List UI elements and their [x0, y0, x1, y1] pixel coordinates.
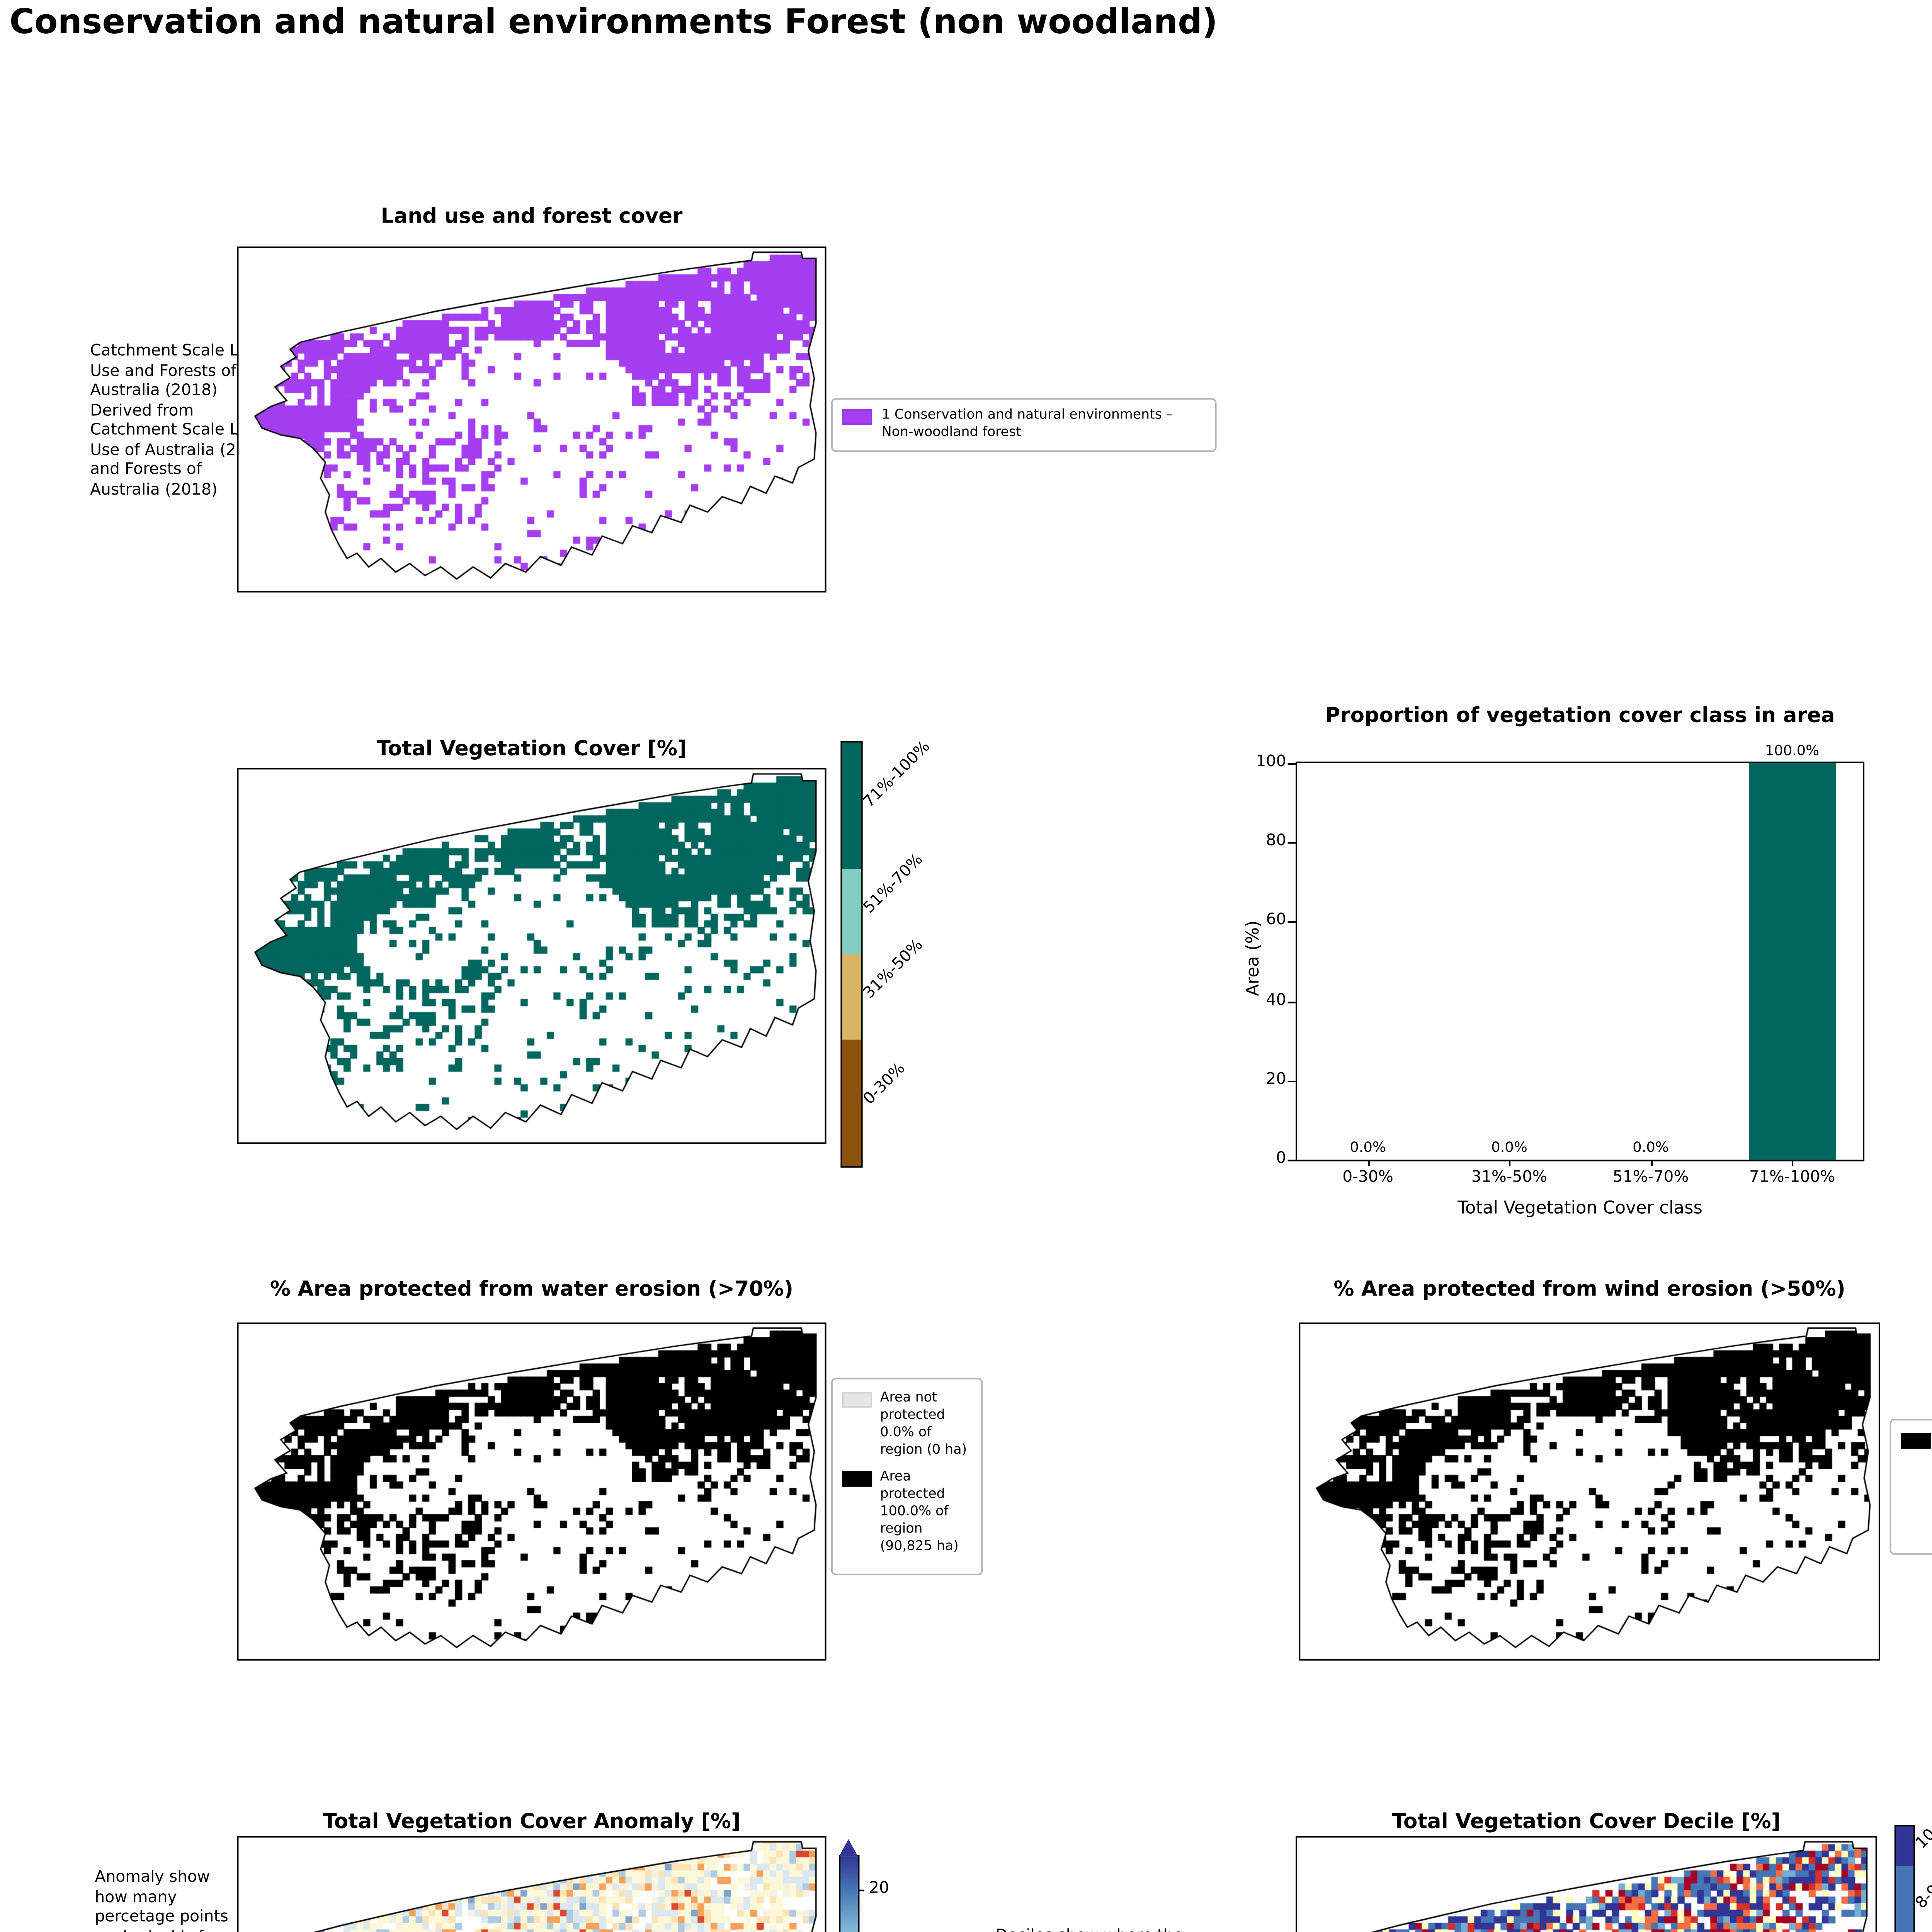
x-axis-tick-label: 51%-70% — [1612, 1169, 1689, 1187]
water-erosion-legend: Area not protected 0.0% of region (0 ha)… — [831, 1378, 983, 1576]
decile-map-canvas — [1297, 1837, 1876, 1932]
bar-value-label: 0.0% — [1350, 1141, 1386, 1157]
landuse-map-canvas — [238, 248, 825, 591]
anomaly-colorbar-arrow-up — [839, 1839, 858, 1857]
colorbar-segment — [1896, 1826, 1913, 1867]
wind-erosion-map — [1299, 1322, 1880, 1661]
page-title: Conservation and natural environments Fo… — [9, 3, 1218, 43]
bar-71%-100% — [1748, 763, 1836, 1160]
proportion-chart-xlabel: Total Vegetation Cover class — [1458, 1197, 1702, 1218]
decile-colorbar: 108-94-72-31 — [1894, 1825, 1932, 1932]
y-axis-tick-label: 80 — [1266, 833, 1286, 850]
bar-value-label: 0.0% — [1491, 1141, 1527, 1157]
y-axis-tick-label: 40 — [1266, 992, 1286, 1009]
decile-caption: Deciles show where the pixel value lies … — [995, 1928, 1197, 1932]
legend-swatch — [842, 1392, 872, 1408]
colorbar-tick-label: 8-9 — [1913, 1881, 1932, 1912]
x-axis-tick-label: 31%-50% — [1471, 1169, 1548, 1187]
legend-label: Area not protected 0.0% of region (0 ha) — [880, 1390, 967, 1459]
landuse-legend: 1 Conservation and natural environments … — [831, 398, 1217, 452]
landuse-map — [237, 246, 827, 593]
colorbar-segment — [842, 869, 861, 955]
y-axis-tick — [1287, 1160, 1296, 1162]
anomaly-caption: Anomaly show how many percetage points e… — [95, 1869, 235, 1932]
y-axis-tick — [1287, 922, 1296, 923]
y-axis-tick-label: 60 — [1266, 912, 1286, 930]
legend-entry: Area not protected 0.0% of region (0 ha) — [842, 1390, 971, 1460]
water-erosion-map — [237, 1322, 827, 1661]
y-axis-tick — [1287, 1001, 1296, 1003]
colorbar-tick-label: 71%-100% — [861, 738, 934, 812]
x-axis-tick — [1792, 1160, 1794, 1166]
colorbar-tick-label: 10 — [1913, 1825, 1932, 1852]
y-axis-tick — [1287, 1080, 1296, 1082]
x-axis-tick-label: 71%-100% — [1749, 1169, 1835, 1187]
y-axis-tick-label: 100 — [1256, 753, 1286, 771]
y-axis-tick-label: 20 — [1266, 1071, 1286, 1088]
anomaly-map-canvas — [238, 1837, 825, 1932]
y-axis-tick — [1287, 763, 1296, 765]
colorbar-segment — [1896, 1866, 1913, 1932]
vegcover-map-canvas — [238, 769, 825, 1143]
x-axis-tick — [1509, 1160, 1511, 1166]
anomaly-colorbar: 20100−10−20 — [839, 1839, 889, 1932]
vegcover-map — [237, 768, 827, 1144]
wind-erosion-map-title: % Area protected from wind erosion (>50%… — [1333, 1278, 1845, 1302]
vegcover-map-title: Total Vegetation Cover [%] — [376, 738, 687, 762]
anomaly-map-title: Total Vegetation Cover Anomaly [%] — [323, 1811, 741, 1835]
colorbar-segment — [842, 742, 861, 871]
colorbar-segment — [842, 1039, 861, 1167]
legend-entry: Area protected 100.0% of region (90,825 … — [842, 1470, 971, 1557]
colorbar-segment — [842, 954, 861, 1040]
water-erosion-map-canvas — [238, 1324, 825, 1659]
legend-entry: Area protected 100.0% of region (90,825 … — [1901, 1432, 1932, 1536]
landuse-legend-swatch — [842, 409, 872, 425]
legend-label: Area protected 100.0% of region (90,825 … — [880, 1469, 959, 1556]
colorbar-tick-label: 0-30% — [861, 1060, 909, 1108]
proportion-chart-plot-area: 0 20 40 60 80 100 0.0% 0-30% 0.0% 31%-50% 0.0% 51%-… — [1256, 744, 1865, 1187]
y-axis-tick-label: 0 — [1276, 1150, 1286, 1168]
bar-value-label: 100.0% — [1765, 744, 1820, 760]
x-axis-tick-label: 0-30% — [1342, 1169, 1393, 1187]
colorbar-tick-label: 51%-70% — [861, 851, 927, 918]
legend-swatch — [842, 1471, 872, 1487]
decile-map-title: Total Vegetation Cover Decile [%] — [1392, 1811, 1781, 1835]
anomaly-colorbar-tick-label: 20 — [869, 1880, 889, 1898]
landuse-map-title: Land use and forest cover — [381, 205, 683, 229]
vegcover-colorbar: 71%-100% 51%-70% 31%-50% 0-30% — [840, 738, 934, 1168]
legend-swatch — [1901, 1433, 1931, 1449]
y-axis-tick — [1287, 842, 1296, 844]
wind-erosion-map-canvas — [1300, 1324, 1879, 1659]
proportion-chart-title: Proportion of vegetation cover class in … — [1325, 704, 1835, 729]
bar-value-label: 0.0% — [1633, 1141, 1669, 1157]
decile-map — [1296, 1836, 1877, 1932]
x-axis-tick — [1651, 1160, 1653, 1166]
colorbar-tick-label: 31%-50% — [861, 936, 927, 1002]
wind-erosion-legend: Area protected 100.0% of region (90,825 … — [1889, 1418, 1932, 1555]
anomaly-colorbar-tick — [858, 1889, 864, 1891]
anomaly-map — [237, 1836, 827, 1932]
landuse-legend-label: 1 Conservation and natural environments … — [881, 407, 1173, 441]
anomaly-colorbar-gradient — [840, 1856, 858, 1932]
x-axis-tick — [1368, 1160, 1370, 1166]
water-erosion-map-title: % Area protected from water erosion (>70… — [270, 1278, 794, 1302]
